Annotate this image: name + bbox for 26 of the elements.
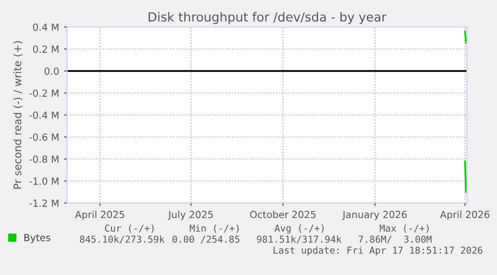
- chart-title: Disk throughput for /dev/sda - by year: [148, 12, 387, 24]
- text: Last update: Fri Apr 17 18:51:17 2026: [274, 246, 482, 256]
- text: Min (-/+): [190, 224, 239, 233]
- y-tick-label: -1.0 M: [29, 177, 58, 185]
- y-tick-label: -0.4 M: [29, 111, 58, 119]
- x-tick-label: October 2025: [250, 210, 316, 218]
- x-tick-label: January 2026: [342, 210, 407, 220]
- y-tick-label: 0.2 M: [33, 45, 58, 53]
- x-tick-label: July 2025: [168, 210, 213, 220]
- y-tick-label: 0.0: [44, 67, 59, 75]
- text: Max (-/+): [380, 224, 429, 233]
- y-tick-label: -1.2 M: [29, 199, 58, 207]
- text: 0.00 /254.85: [172, 236, 240, 244]
- x-tick-label: April 2025: [75, 210, 124, 220]
- x-tick-label: April 2026: [440, 210, 490, 220]
- y-tick-label: -0.2 M: [29, 89, 58, 97]
- y-axis-title: Pr second read (-) / write (+): [13, 41, 23, 189]
- y-tick-label: 0.4 M: [33, 23, 58, 31]
- text: Cur (-/+): [105, 224, 154, 233]
- text: 845.10k/273.59k: [80, 235, 165, 244]
- text: 7.86M/ 3.00M: [358, 236, 432, 244]
- text: 981.51k/317.94k: [256, 235, 342, 244]
- text: Avg (-/+): [274, 224, 324, 234]
- y-tick-label: -0.6 M: [29, 133, 58, 141]
- y-tick-label: -0.8 M: [29, 155, 58, 163]
- legend-label: Bytes: [24, 234, 50, 244]
